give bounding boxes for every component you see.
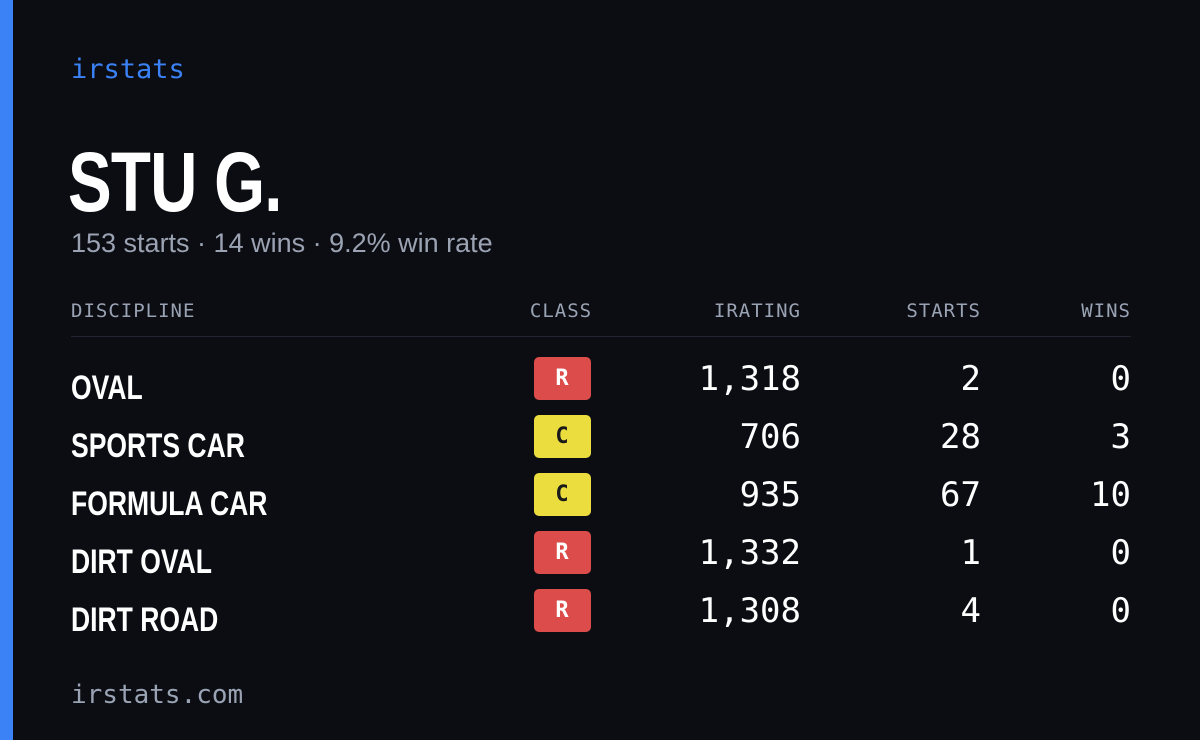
irating-value: 935: [739, 475, 801, 515]
table-row-dirt-road: DIRT ROAD R 1,308 4 0: [71, 584, 1131, 642]
table-row-oval: OVAL R 1,318 2 0: [71, 352, 1131, 410]
footer-site-link[interactable]: irstats.com: [71, 680, 244, 710]
wins-value: 0: [1110, 533, 1131, 573]
discipline-name: SPORTS CAR: [71, 427, 245, 465]
header-class: CLASS: [529, 300, 593, 322]
table-body: OVAL R 1,318 2 0 SPORTS CAR C 706 28 3 F…: [71, 337, 1131, 642]
brand-logo[interactable]: irstats: [71, 54, 185, 85]
header-starts: STARTS: [906, 300, 981, 322]
wins-value: 0: [1110, 359, 1131, 399]
license-class-badge: C: [533, 472, 591, 516]
header-discipline: DISCIPLINE: [71, 300, 196, 322]
discipline-name: DIRT OVAL: [71, 543, 212, 581]
driver-name: STU G.: [68, 135, 283, 229]
wins-value: 0: [1110, 591, 1131, 631]
header-wins: WINS: [1081, 300, 1131, 322]
discipline-name: FORMULA CAR: [71, 485, 268, 523]
wins-value: 3: [1110, 417, 1131, 457]
starts-value: 28: [940, 417, 981, 457]
discipline-table: DISCIPLINE CLASS IRATING STARTS WINS OVA…: [71, 296, 1131, 642]
license-class-badge: R: [533, 588, 591, 632]
discipline-name: DIRT ROAD: [71, 601, 219, 639]
accent-bar: [0, 0, 13, 740]
starts-value: 2: [960, 359, 981, 399]
starts-value: 1: [960, 533, 981, 573]
starts-value: 67: [940, 475, 981, 515]
driver-summary: 153 starts · 14 wins · 9.2% win rate: [71, 228, 493, 258]
license-class-badge: R: [533, 356, 591, 400]
table-header: DISCIPLINE CLASS IRATING STARTS WINS: [71, 296, 1131, 337]
irating-value: 706: [739, 417, 801, 457]
license-class-badge: R: [533, 530, 591, 574]
irating-value: 1,308: [698, 591, 801, 631]
starts-value: 4: [960, 591, 981, 631]
discipline-name: OVAL: [71, 369, 143, 407]
header-irating: IRATING: [713, 300, 801, 322]
irating-value: 1,318: [698, 359, 801, 399]
license-class-badge: C: [533, 414, 591, 458]
wins-value: 10: [1090, 475, 1131, 515]
table-row-sports-car: SPORTS CAR C 706 28 3: [71, 410, 1131, 468]
table-row-dirt-oval: DIRT OVAL R 1,332 1 0: [71, 526, 1131, 584]
table-row-formula-car: FORMULA CAR C 935 67 10: [71, 468, 1131, 526]
irating-value: 1,332: [698, 533, 801, 573]
